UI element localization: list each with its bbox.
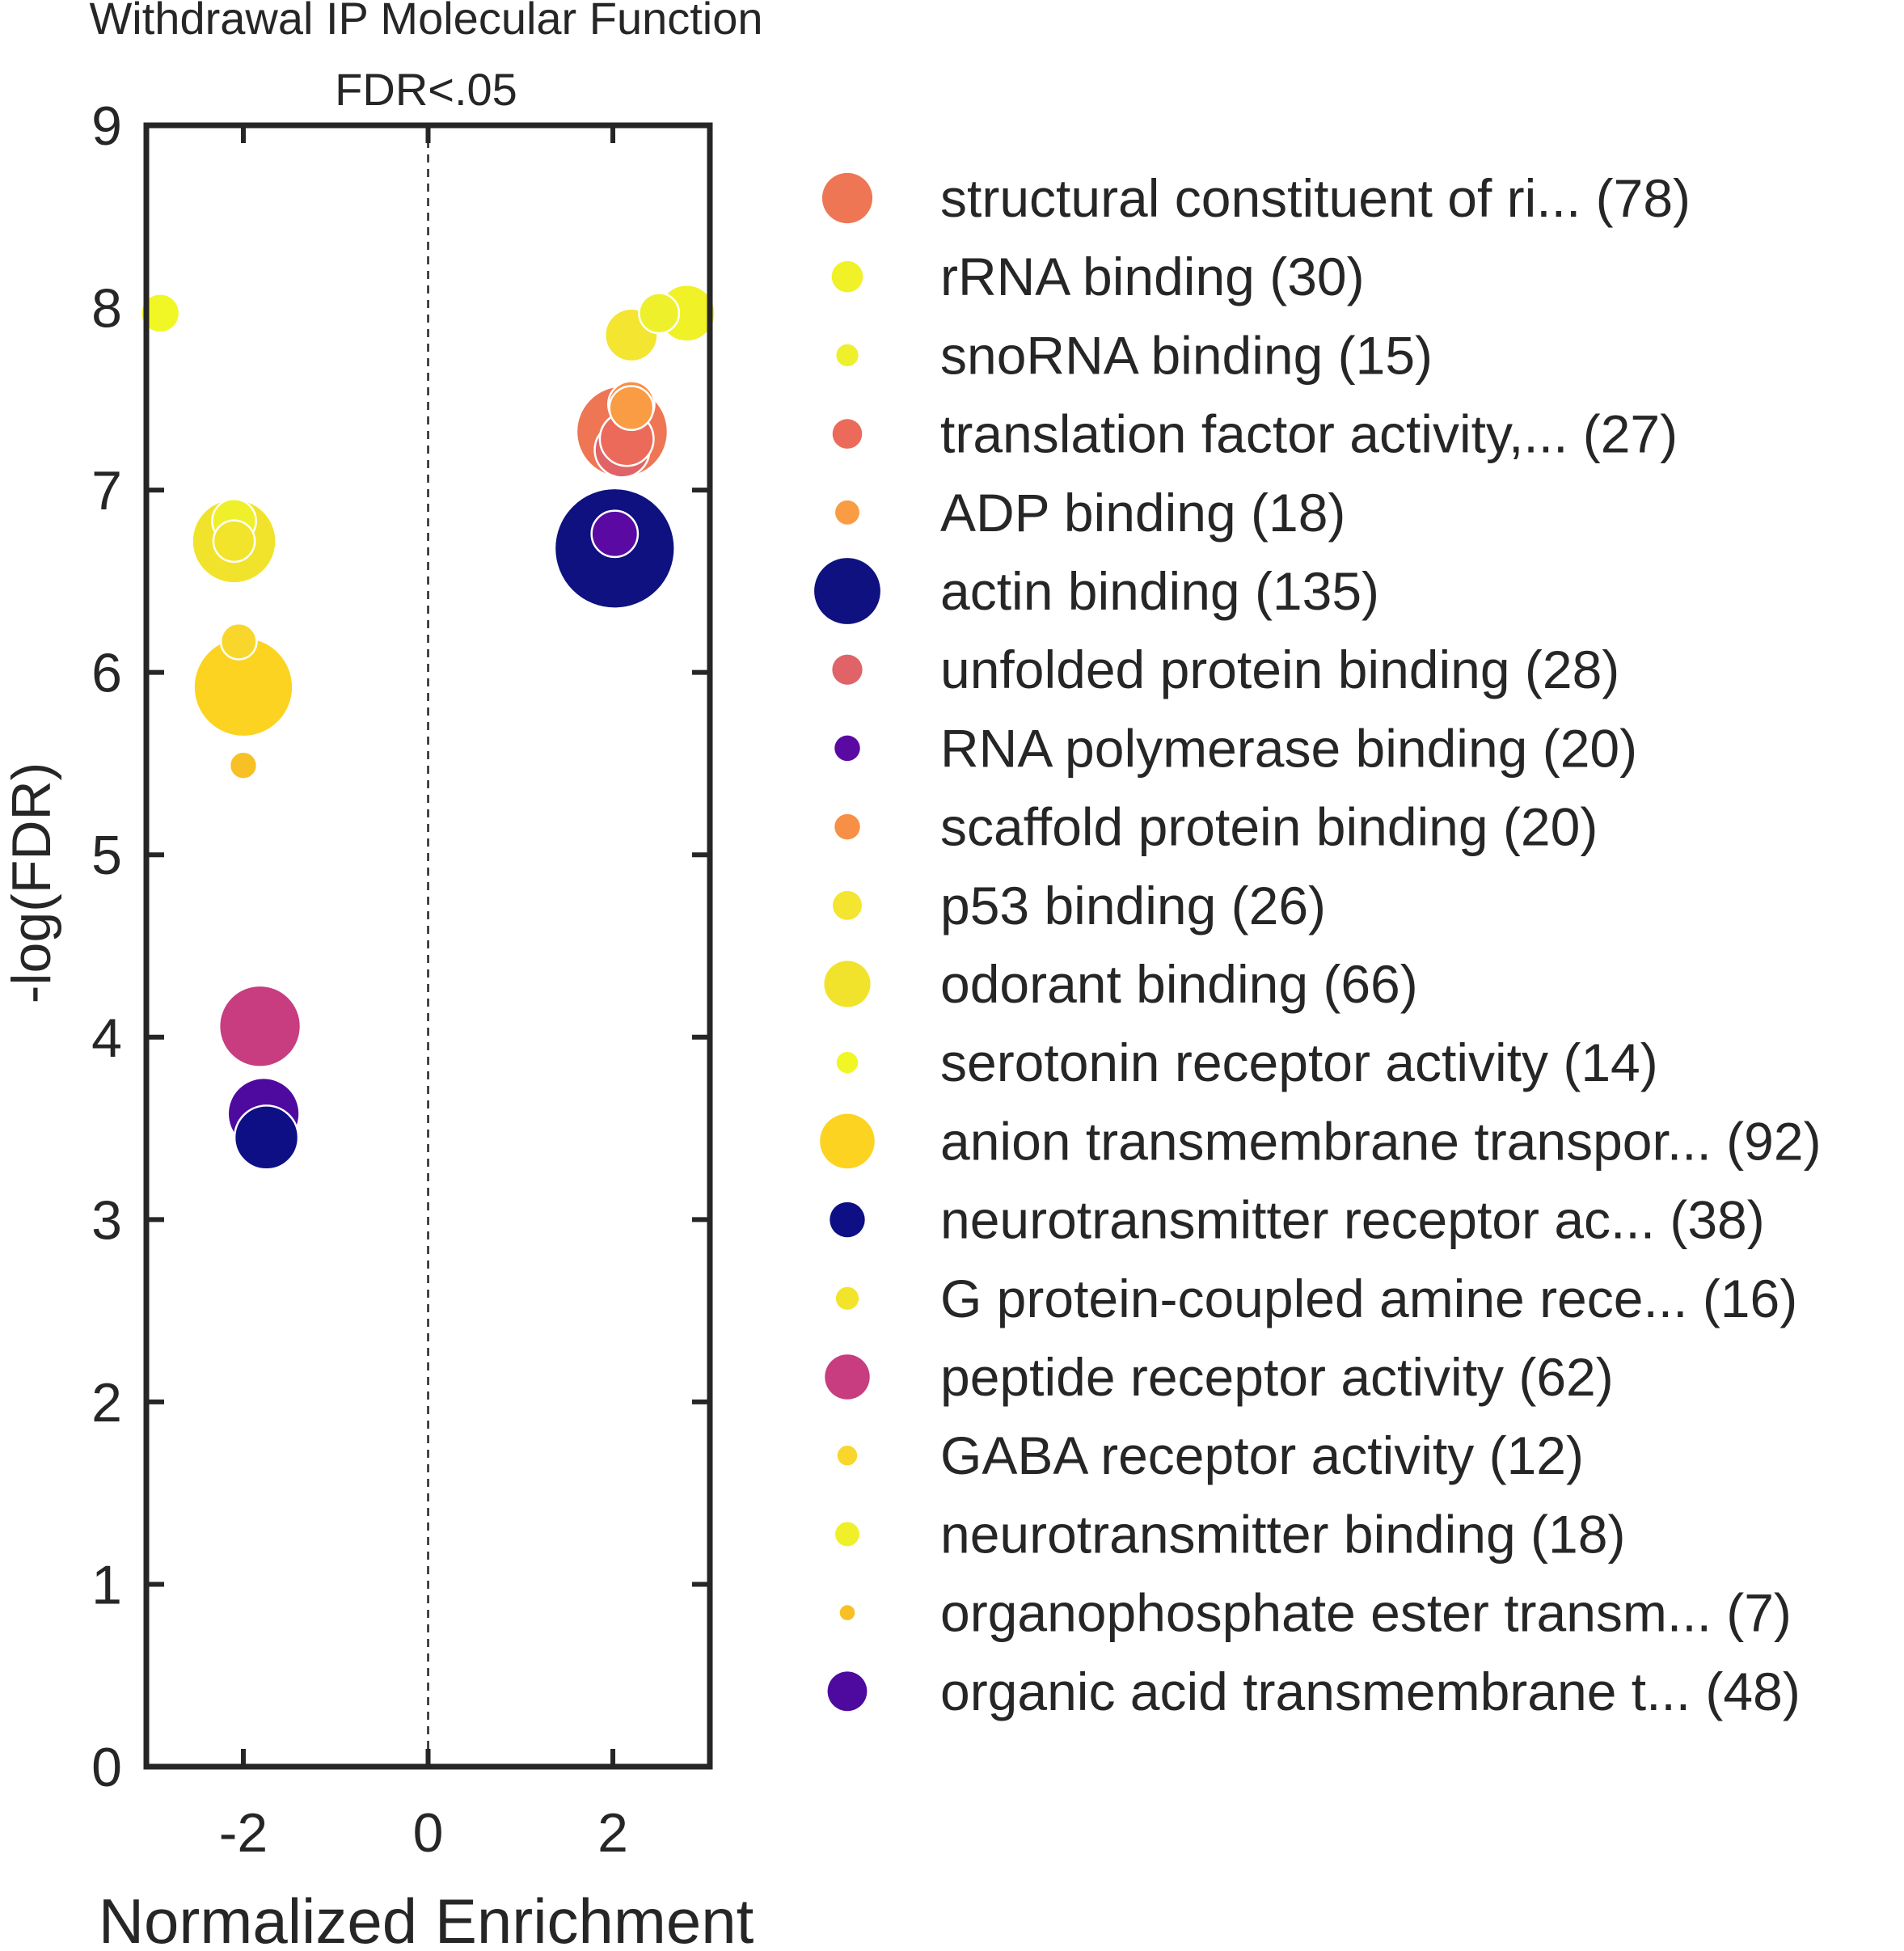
legend-marker bbox=[835, 1522, 859, 1547]
legend-marker bbox=[832, 654, 863, 685]
legend-marker bbox=[836, 344, 859, 367]
legend-label: organophosphate ester transm... (7) bbox=[940, 1583, 1792, 1643]
bubble-point-2 bbox=[638, 292, 681, 335]
y-tick-label: 2 bbox=[91, 1372, 122, 1434]
legend-label: RNA polymerase binding (20) bbox=[940, 718, 1637, 778]
bubble-point-4 bbox=[608, 385, 655, 432]
legend-label: rRNA binding (30) bbox=[940, 247, 1365, 306]
x-tick-label: 0 bbox=[413, 1802, 444, 1864]
legend-marker bbox=[836, 1052, 859, 1074]
legend-label: neurotransmitter binding (18) bbox=[940, 1504, 1625, 1564]
legend-label: unfolded protein binding (28) bbox=[940, 640, 1619, 699]
legend-label: peptide receptor activity (62) bbox=[940, 1347, 1614, 1407]
bubble-point-13 bbox=[233, 1104, 300, 1171]
y-axis-ticks: 0 1 2 3 4 5 6 7 8 9 bbox=[91, 95, 710, 1798]
bubble-point-15 bbox=[217, 984, 302, 1068]
legend-label: odorant binding (66) bbox=[940, 954, 1418, 1014]
legend: structural constituent of ri... (78) rRNA… bbox=[814, 168, 1822, 1721]
y-tick-label: 7 bbox=[91, 460, 122, 522]
y-tick-label: 0 bbox=[91, 1737, 122, 1798]
y-tick-label: 1 bbox=[91, 1554, 122, 1615]
x-axis-label: Normalized Enrichment bbox=[99, 1886, 754, 1951]
bubble-point-11 bbox=[139, 293, 181, 334]
bubble-point-7 bbox=[590, 509, 640, 559]
data-markers bbox=[139, 284, 716, 1171]
legend-marker bbox=[837, 1446, 858, 1466]
legend-marker bbox=[834, 813, 860, 840]
legend-marker bbox=[825, 1354, 870, 1400]
legend-marker bbox=[820, 1113, 875, 1169]
bubble-point-18 bbox=[228, 750, 259, 780]
legend-label: G protein-coupled amine rece... (16) bbox=[940, 1269, 1797, 1328]
legend-marker bbox=[839, 1605, 855, 1620]
legend-marker bbox=[835, 1286, 859, 1310]
legend-marker bbox=[824, 961, 871, 1007]
legend-marker bbox=[821, 172, 873, 224]
y-tick-label: 8 bbox=[91, 278, 122, 340]
chart-subtitle: FDR<.05 bbox=[335, 64, 517, 115]
x-tick-label: -2 bbox=[219, 1802, 268, 1864]
legend-marker bbox=[814, 558, 880, 624]
legend-marker bbox=[835, 500, 859, 525]
legend-label: scaffold protein binding (20) bbox=[940, 797, 1598, 857]
legend-marker bbox=[832, 419, 863, 449]
legend-marker bbox=[831, 260, 863, 293]
legend-marker bbox=[830, 1201, 865, 1238]
legend-label: organic acid transmembrane t... (48) bbox=[940, 1662, 1801, 1721]
legend-label: translation factor activity,... (27) bbox=[940, 404, 1678, 464]
x-axis-ticks: -2 0 2 bbox=[219, 125, 628, 1864]
x-tick-label: 2 bbox=[597, 1802, 628, 1864]
legend-label: ADP binding (18) bbox=[940, 483, 1345, 543]
legend-marker bbox=[827, 1671, 868, 1712]
legend-label: serotonin receptor activity (14) bbox=[940, 1033, 1658, 1092]
y-tick-label: 6 bbox=[91, 643, 122, 704]
legend-label: actin binding (135) bbox=[940, 561, 1379, 621]
bubble-point-16 bbox=[219, 622, 258, 661]
legend-marker bbox=[834, 735, 860, 762]
legend-label: p53 binding (26) bbox=[940, 876, 1326, 935]
plot-frame bbox=[143, 122, 713, 1770]
legend-marker bbox=[833, 890, 862, 920]
legend-label: neurotransmitter receptor ac... (38) bbox=[940, 1190, 1765, 1250]
y-tick-label: 5 bbox=[91, 825, 122, 886]
y-tick-label: 3 bbox=[91, 1189, 122, 1251]
y-tick-label: 9 bbox=[91, 95, 122, 157]
legend-label: anion transmembrane transpor... (92) bbox=[940, 1111, 1822, 1171]
bubble-point-14 bbox=[212, 519, 256, 564]
legend-label: GABA receptor activity (12) bbox=[940, 1425, 1584, 1485]
legend-label: structural constituent of ri... (78) bbox=[940, 168, 1691, 228]
chart-title: Withdrawal IP Molecular Function bbox=[89, 0, 762, 44]
legend-label: snoRNA binding (15) bbox=[940, 325, 1433, 385]
y-axis-label: -log(FDR) bbox=[1, 762, 62, 1003]
y-tick-label: 4 bbox=[91, 1007, 122, 1069]
